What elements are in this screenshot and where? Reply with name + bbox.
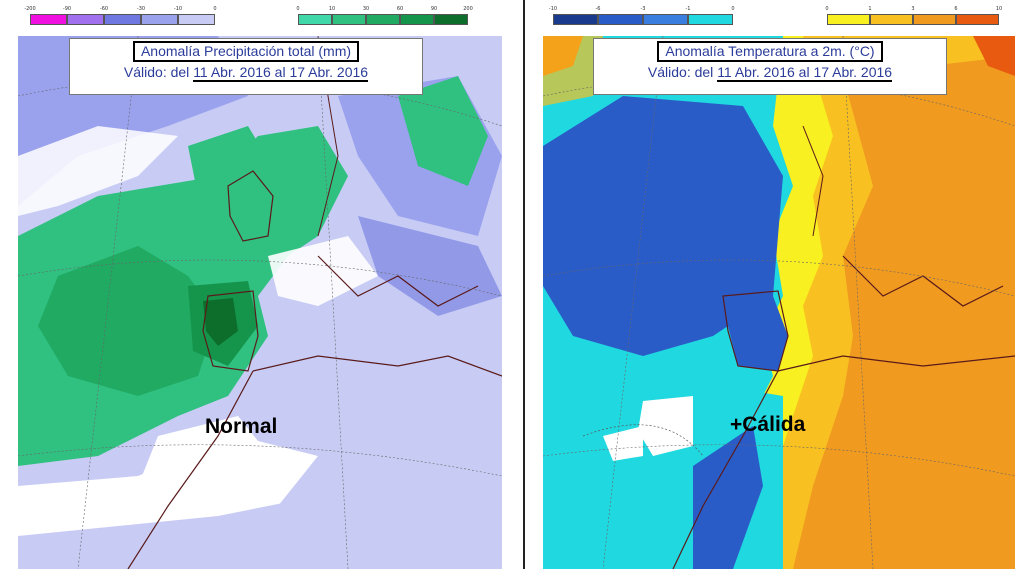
precipitation-title-box: Anomalía Precipitación total (mm) Válido… <box>69 38 423 95</box>
precip-neg-swatch <box>67 14 104 25</box>
temperature-title: Anomalía Temperatura a 2m. (°C) <box>657 41 883 62</box>
temperature-anomaly-panel: -10 -6 -3 -1 0 0 1 3 6 10 <box>525 0 1015 569</box>
precipitation-label: Normal <box>205 415 278 438</box>
precip-neg-swatch <box>104 14 141 25</box>
precip-pos-tick-label: 60 <box>396 6 404 12</box>
precip-pos-swatch <box>366 14 400 25</box>
temp-pos-swatch <box>913 14 956 25</box>
temp-pos-tick-label: 10 <box>995 6 1003 12</box>
precipitation-map <box>18 36 502 569</box>
temp-pos-tick-label: 3 <box>911 6 915 12</box>
temperature-label: +Cálida <box>730 413 806 436</box>
temp-neg-tick-label: -6 <box>595 6 601 12</box>
temp-neg-swatch <box>688 14 733 25</box>
precip-neg-tick-label: -10 <box>173 6 183 12</box>
temp-pos-tick-label: 6 <box>954 6 958 12</box>
temp-pos-tick-label: 1 <box>868 6 872 12</box>
temp-neg-swatch <box>598 14 643 25</box>
temp-neg-tick-label: -3 <box>640 6 646 12</box>
temperature-map <box>543 36 1015 569</box>
precip-pos-swatch <box>434 14 468 25</box>
precipitation-positive-colorbar: 0 10 30 60 90 200 <box>296 6 473 26</box>
panel-divider <box>523 0 525 569</box>
precipitation-anomaly-panel: -200 -90 -60 -30 -10 0 0 10 30 60 90 200 <box>18 6 502 569</box>
temp-pos-swatch <box>956 14 999 25</box>
precip-pos-tick-label: 200 <box>463 6 473 12</box>
temp-neg-swatch <box>643 14 688 25</box>
temp-neg-tick-label: -1 <box>685 6 691 12</box>
precip-neg-tick-label: 0 <box>213 6 217 12</box>
temperature-title-box: Anomalía Temperatura a 2m. (°C) Válido: … <box>593 38 947 95</box>
temp-pos-swatch <box>827 14 870 25</box>
precipitation-negative-colorbar: -200 -90 -60 -30 -10 0 <box>24 6 217 26</box>
precip-neg-tick-label: -90 <box>62 6 72 12</box>
precip-neg-tick-label: -30 <box>136 6 146 12</box>
precip-neg-tick-label: -200 <box>24 6 36 12</box>
temp-neg-swatch <box>553 14 598 25</box>
temp-pos-tick-label: 0 <box>825 6 829 12</box>
precipitation-valid-range: Válido: del 11 Abr. 2016 al 17 Abr. 2016 <box>123 64 369 82</box>
precipitation-title: Anomalía Precipitación total (mm) <box>132 41 360 62</box>
precip-pos-tick-label: 10 <box>328 6 336 12</box>
temp-neg-tick-label: 0 <box>731 6 735 12</box>
temperature-negative-colorbar: -10 -6 -3 -1 0 <box>549 6 735 26</box>
precip-pos-swatch <box>332 14 366 25</box>
temperature-valid-range: Válido: del 11 Abr. 2016 al 17 Abr. 2016 <box>647 64 893 82</box>
precip-neg-swatch <box>30 14 67 25</box>
temp-neg-tick-label: -10 <box>548 6 558 12</box>
precip-pos-tick-label: 90 <box>430 6 438 12</box>
temperature-positive-colorbar: 0 1 3 6 10 <box>825 6 1003 26</box>
precip-neg-swatch <box>178 14 215 25</box>
precip-pos-swatch <box>298 14 332 25</box>
precip-neg-tick-label: -60 <box>99 6 109 12</box>
precip-pos-tick-label: 0 <box>296 6 300 12</box>
precip-neg-swatch <box>141 14 178 25</box>
precip-pos-tick-label: 30 <box>362 6 370 12</box>
precip-pos-swatch <box>400 14 434 25</box>
temp-pos-swatch <box>870 14 913 25</box>
